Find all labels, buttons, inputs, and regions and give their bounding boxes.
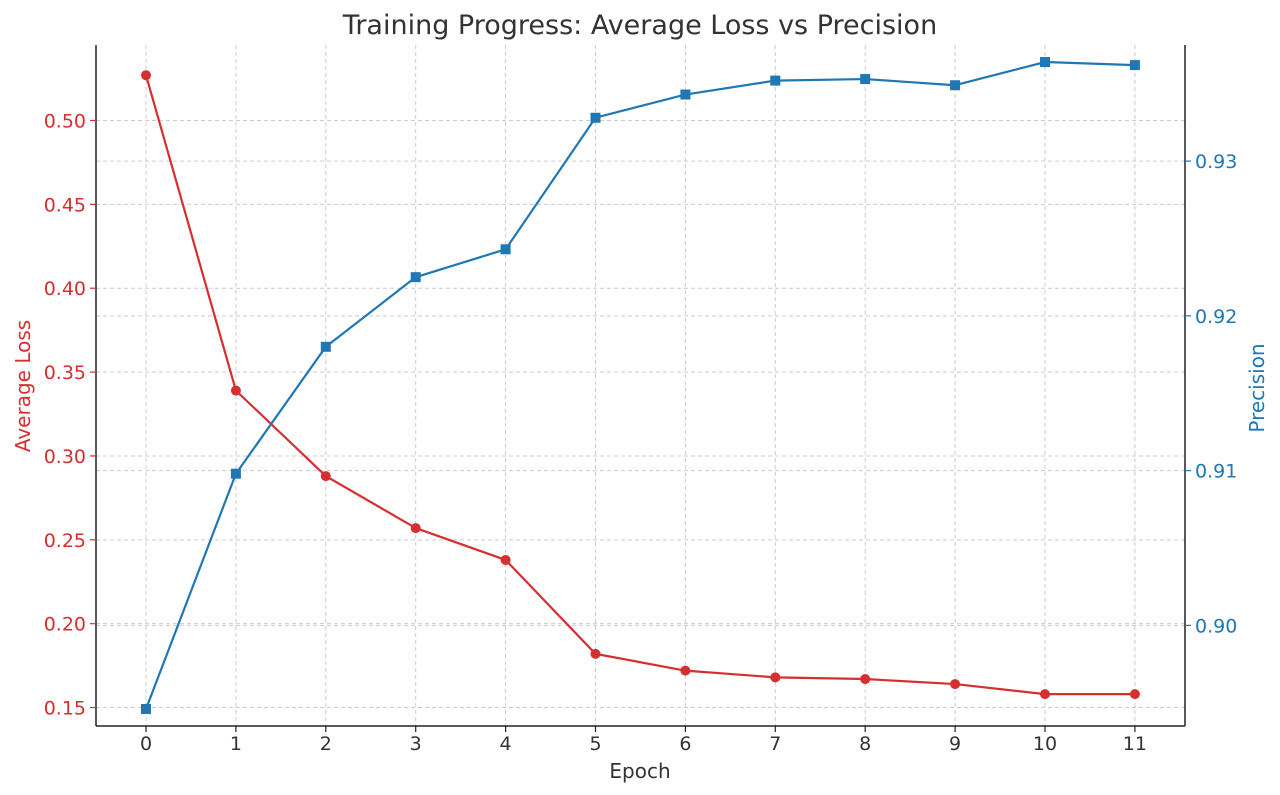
precision-point [230, 468, 241, 479]
left-y-tick-label: 0.30 [44, 446, 86, 468]
average-loss-point [410, 523, 421, 534]
precision-point [590, 112, 601, 123]
x-tick-label: 10 [1033, 733, 1057, 755]
axes [95, 45, 1186, 727]
precision-point [680, 89, 691, 100]
precision-point [770, 75, 781, 86]
precision-point [860, 74, 871, 85]
x-tick-label: 9 [949, 733, 961, 755]
right-y-tick-label: 0.92 [1195, 306, 1237, 328]
average-loss-point [590, 648, 601, 659]
precision-point [320, 341, 331, 352]
x-tick-label: 5 [589, 733, 601, 755]
average-loss-point [1040, 689, 1050, 700]
left-y-tick-label: 0.15 [44, 698, 86, 720]
series [141, 57, 1140, 714]
precision-point [1129, 60, 1140, 71]
precision-point [950, 80, 961, 91]
average-loss-point [770, 672, 781, 683]
left-y-tick-label: 0.50 [44, 110, 86, 132]
average-loss-line [144, 74, 1135, 696]
left-y-tick-label: 0.35 [44, 362, 86, 384]
average-loss-point [680, 665, 691, 676]
x-tick-label: 7 [769, 733, 781, 755]
x-tick-label: 6 [679, 733, 691, 755]
x-tick-label: 4 [500, 733, 512, 755]
chart-title: Training Progress: Average Loss vs Preci… [342, 10, 937, 41]
average-loss-point [230, 385, 241, 396]
precision-point [1040, 57, 1050, 68]
left-y-tick-label: 0.45 [44, 194, 86, 216]
right-y-axis-label: Precision [1245, 343, 1269, 432]
x-tick-label: 0 [140, 733, 152, 755]
grid [96, 45, 1185, 726]
average-loss-point [950, 679, 961, 690]
average-loss-point [141, 70, 151, 81]
left-y-tick-label: 0.40 [44, 278, 86, 300]
x-tick-label: 11 [1123, 733, 1147, 755]
x-tick-label: 3 [410, 733, 422, 755]
average-loss-point [860, 674, 871, 685]
precision-line [144, 60, 1135, 710]
precision-point [141, 703, 151, 714]
left-y-axis-label: Average Loss [11, 320, 35, 452]
right-y-tick-label: 0.93 [1195, 151, 1237, 173]
x-tick-label: 2 [320, 733, 332, 755]
x-tick-label: 1 [230, 733, 242, 755]
precision-point [410, 272, 421, 283]
x-axis-label: Epoch [609, 759, 670, 783]
right-y-tick-label: 0.91 [1195, 461, 1237, 483]
average-loss-point [1129, 689, 1140, 700]
left-y-tick-label: 0.20 [44, 614, 86, 636]
ticks: 0 1 2 3 4 5 6 7 8 9 10 11 0.15 0.20 0.25 0.30 0.35 0.40 0.… [44, 110, 1238, 755]
x-tick-label: 8 [859, 733, 871, 755]
left-y-tick-label: 0.25 [44, 530, 86, 552]
precision-point [500, 244, 511, 255]
average-loss-point [320, 471, 331, 482]
average-loss-point [500, 554, 511, 565]
right-y-tick-label: 0.90 [1195, 615, 1237, 637]
